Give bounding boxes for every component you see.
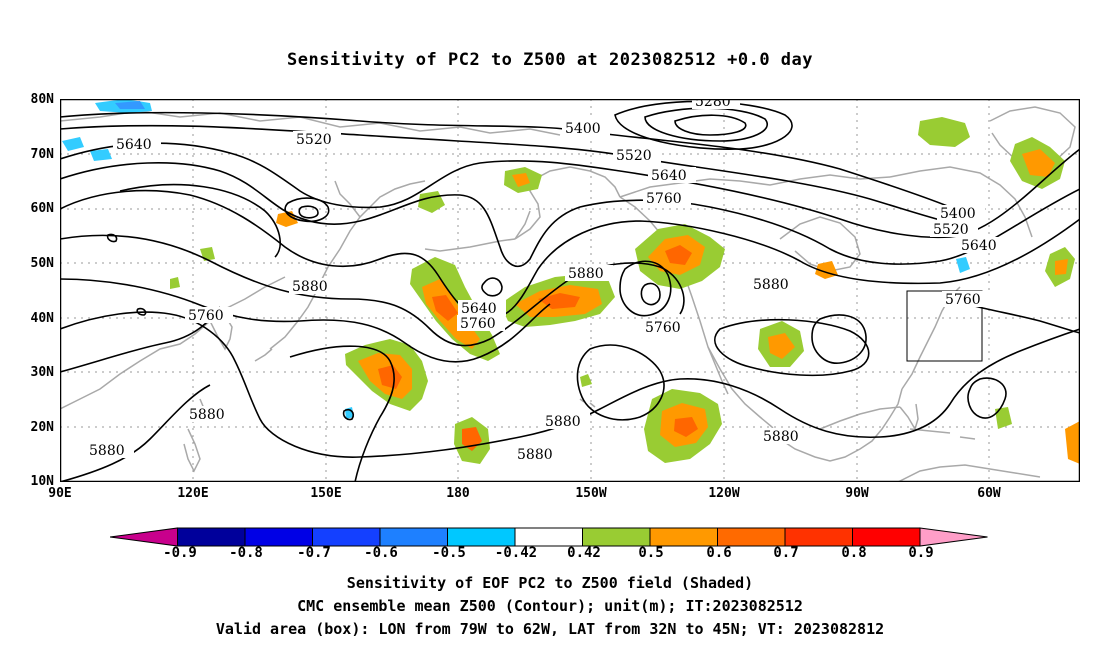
caption-shading: Sensitivity of EOF PC2 to Z500 field (Sh… bbox=[346, 574, 754, 592]
contour-label-5760-e: 5760 bbox=[945, 292, 981, 308]
lon-label-150w: 150W bbox=[575, 486, 607, 501]
colorbar-label: 0.6 bbox=[706, 545, 732, 561]
contour-label-5760-c: 5760 bbox=[460, 316, 496, 332]
contour-label-5520-a: 5520 bbox=[296, 132, 332, 148]
colorbar-label: 0.7 bbox=[773, 545, 799, 561]
contour-label-5640-c: 5640 bbox=[961, 238, 997, 254]
contour-label-5880-c: 5880 bbox=[753, 277, 789, 293]
colorbar-cell bbox=[784, 527, 853, 547]
colorbar-label: -0.42 bbox=[494, 545, 538, 561]
lon-label-60w: 60W bbox=[977, 486, 1001, 501]
lon-label-150e: 150E bbox=[310, 486, 342, 501]
lon-label-90w: 90W bbox=[845, 486, 869, 501]
colorbar-label: 0.42 bbox=[567, 545, 601, 561]
colorbar-label: 0.5 bbox=[638, 545, 664, 561]
contour-label-5640-d: 5640 bbox=[461, 301, 497, 317]
lat-label-80n: 80N bbox=[30, 92, 54, 107]
contour-label-5760-b: 5760 bbox=[188, 308, 224, 324]
colorbar-label: -0.9 bbox=[163, 545, 197, 561]
caption-contour: CMC ensemble mean Z500 (Contour); unit(m… bbox=[297, 597, 803, 615]
lon-label-120w: 120W bbox=[708, 486, 740, 501]
lat-label-40n: 40N bbox=[30, 311, 54, 326]
contour-label-5640-a: 5640 bbox=[116, 137, 152, 153]
colorbar-label: -0.6 bbox=[364, 545, 398, 561]
colorbar-cell bbox=[649, 527, 718, 547]
negative-sensitivity-areas bbox=[62, 99, 970, 419]
lat-label-50n: 50N bbox=[30, 256, 54, 271]
colorbar-cell bbox=[582, 527, 651, 547]
contour-label-5280: 5280 bbox=[695, 99, 731, 110]
colorbar-label: -0.5 bbox=[432, 545, 466, 561]
colorbar-cell bbox=[514, 527, 583, 547]
contour-label-5880-h: 5880 bbox=[89, 443, 125, 459]
lon-label-120e: 120E bbox=[177, 486, 209, 501]
lat-label-70n: 70N bbox=[30, 147, 54, 162]
colorbar-label: 0.8 bbox=[841, 545, 867, 561]
contour-label-5880-a: 5880 bbox=[292, 279, 328, 295]
lat-label-20n: 20N bbox=[30, 420, 54, 435]
colorbar bbox=[110, 527, 988, 547]
contour-label-5640-b: 5640 bbox=[651, 168, 687, 184]
contour-label-5880-f: 5880 bbox=[763, 429, 799, 445]
colorbar-cells bbox=[110, 527, 988, 547]
contour-label-5400-b: 5400 bbox=[940, 206, 976, 222]
colorbar-label: -0.8 bbox=[229, 545, 263, 561]
contour-label-5880-b: 5880 bbox=[568, 266, 604, 282]
colorbar-arrow-high bbox=[919, 527, 988, 547]
contour-label-5880-e: 5880 bbox=[545, 414, 581, 430]
map-canvas: 5280 5400 5400 5520 5520 5520 5640 5640 … bbox=[60, 99, 1080, 482]
lat-label-60n: 60N bbox=[30, 201, 54, 216]
lon-label-180: 180 bbox=[446, 486, 470, 501]
map-frame bbox=[60, 99, 1080, 482]
colorbar-label: 0.9 bbox=[908, 545, 934, 561]
contour-label-5880-d: 5880 bbox=[189, 407, 225, 423]
contour-label-5760-a: 5760 bbox=[646, 191, 682, 207]
contour-label-5760-d: 5760 bbox=[645, 320, 681, 336]
lat-label-30n: 30N bbox=[30, 365, 54, 380]
colorbar-cell bbox=[312, 527, 381, 547]
positive-sensitivity-areas bbox=[170, 117, 1080, 464]
map-panel: 5280 5400 5400 5520 5520 5520 5640 5640 … bbox=[60, 99, 1080, 482]
colorbar-cell bbox=[717, 527, 786, 547]
colorbar-label: -0.7 bbox=[297, 545, 331, 561]
contour-label-5880-g: 5880 bbox=[517, 447, 553, 463]
colorbar-cell bbox=[244, 527, 313, 547]
z500-contours bbox=[60, 100, 1080, 482]
colorbar-cell bbox=[177, 527, 246, 547]
lon-label-90e: 90E bbox=[48, 486, 72, 501]
colorbar-cell bbox=[852, 527, 921, 547]
sensitivity-shading bbox=[62, 99, 1080, 464]
contour-label-5520-b: 5520 bbox=[616, 148, 652, 164]
caption-valid-area: Valid area (box): LON from 79W to 62W, L… bbox=[215, 620, 885, 638]
colorbar-arrow-low bbox=[110, 527, 178, 547]
colorbar-cell bbox=[379, 527, 448, 547]
lat-label-10n: 10N bbox=[30, 474, 54, 489]
contour-label-5520-c: 5520 bbox=[933, 222, 969, 238]
colorbar-cell bbox=[447, 527, 516, 547]
contour-label-5400-a: 5400 bbox=[565, 121, 601, 137]
contour-labels: 5280 5400 5400 5520 5520 5520 5640 5640 … bbox=[86, 99, 1006, 463]
figure-title: Sensitivity of PC2 to Z500 at 2023082512… bbox=[286, 50, 813, 70]
